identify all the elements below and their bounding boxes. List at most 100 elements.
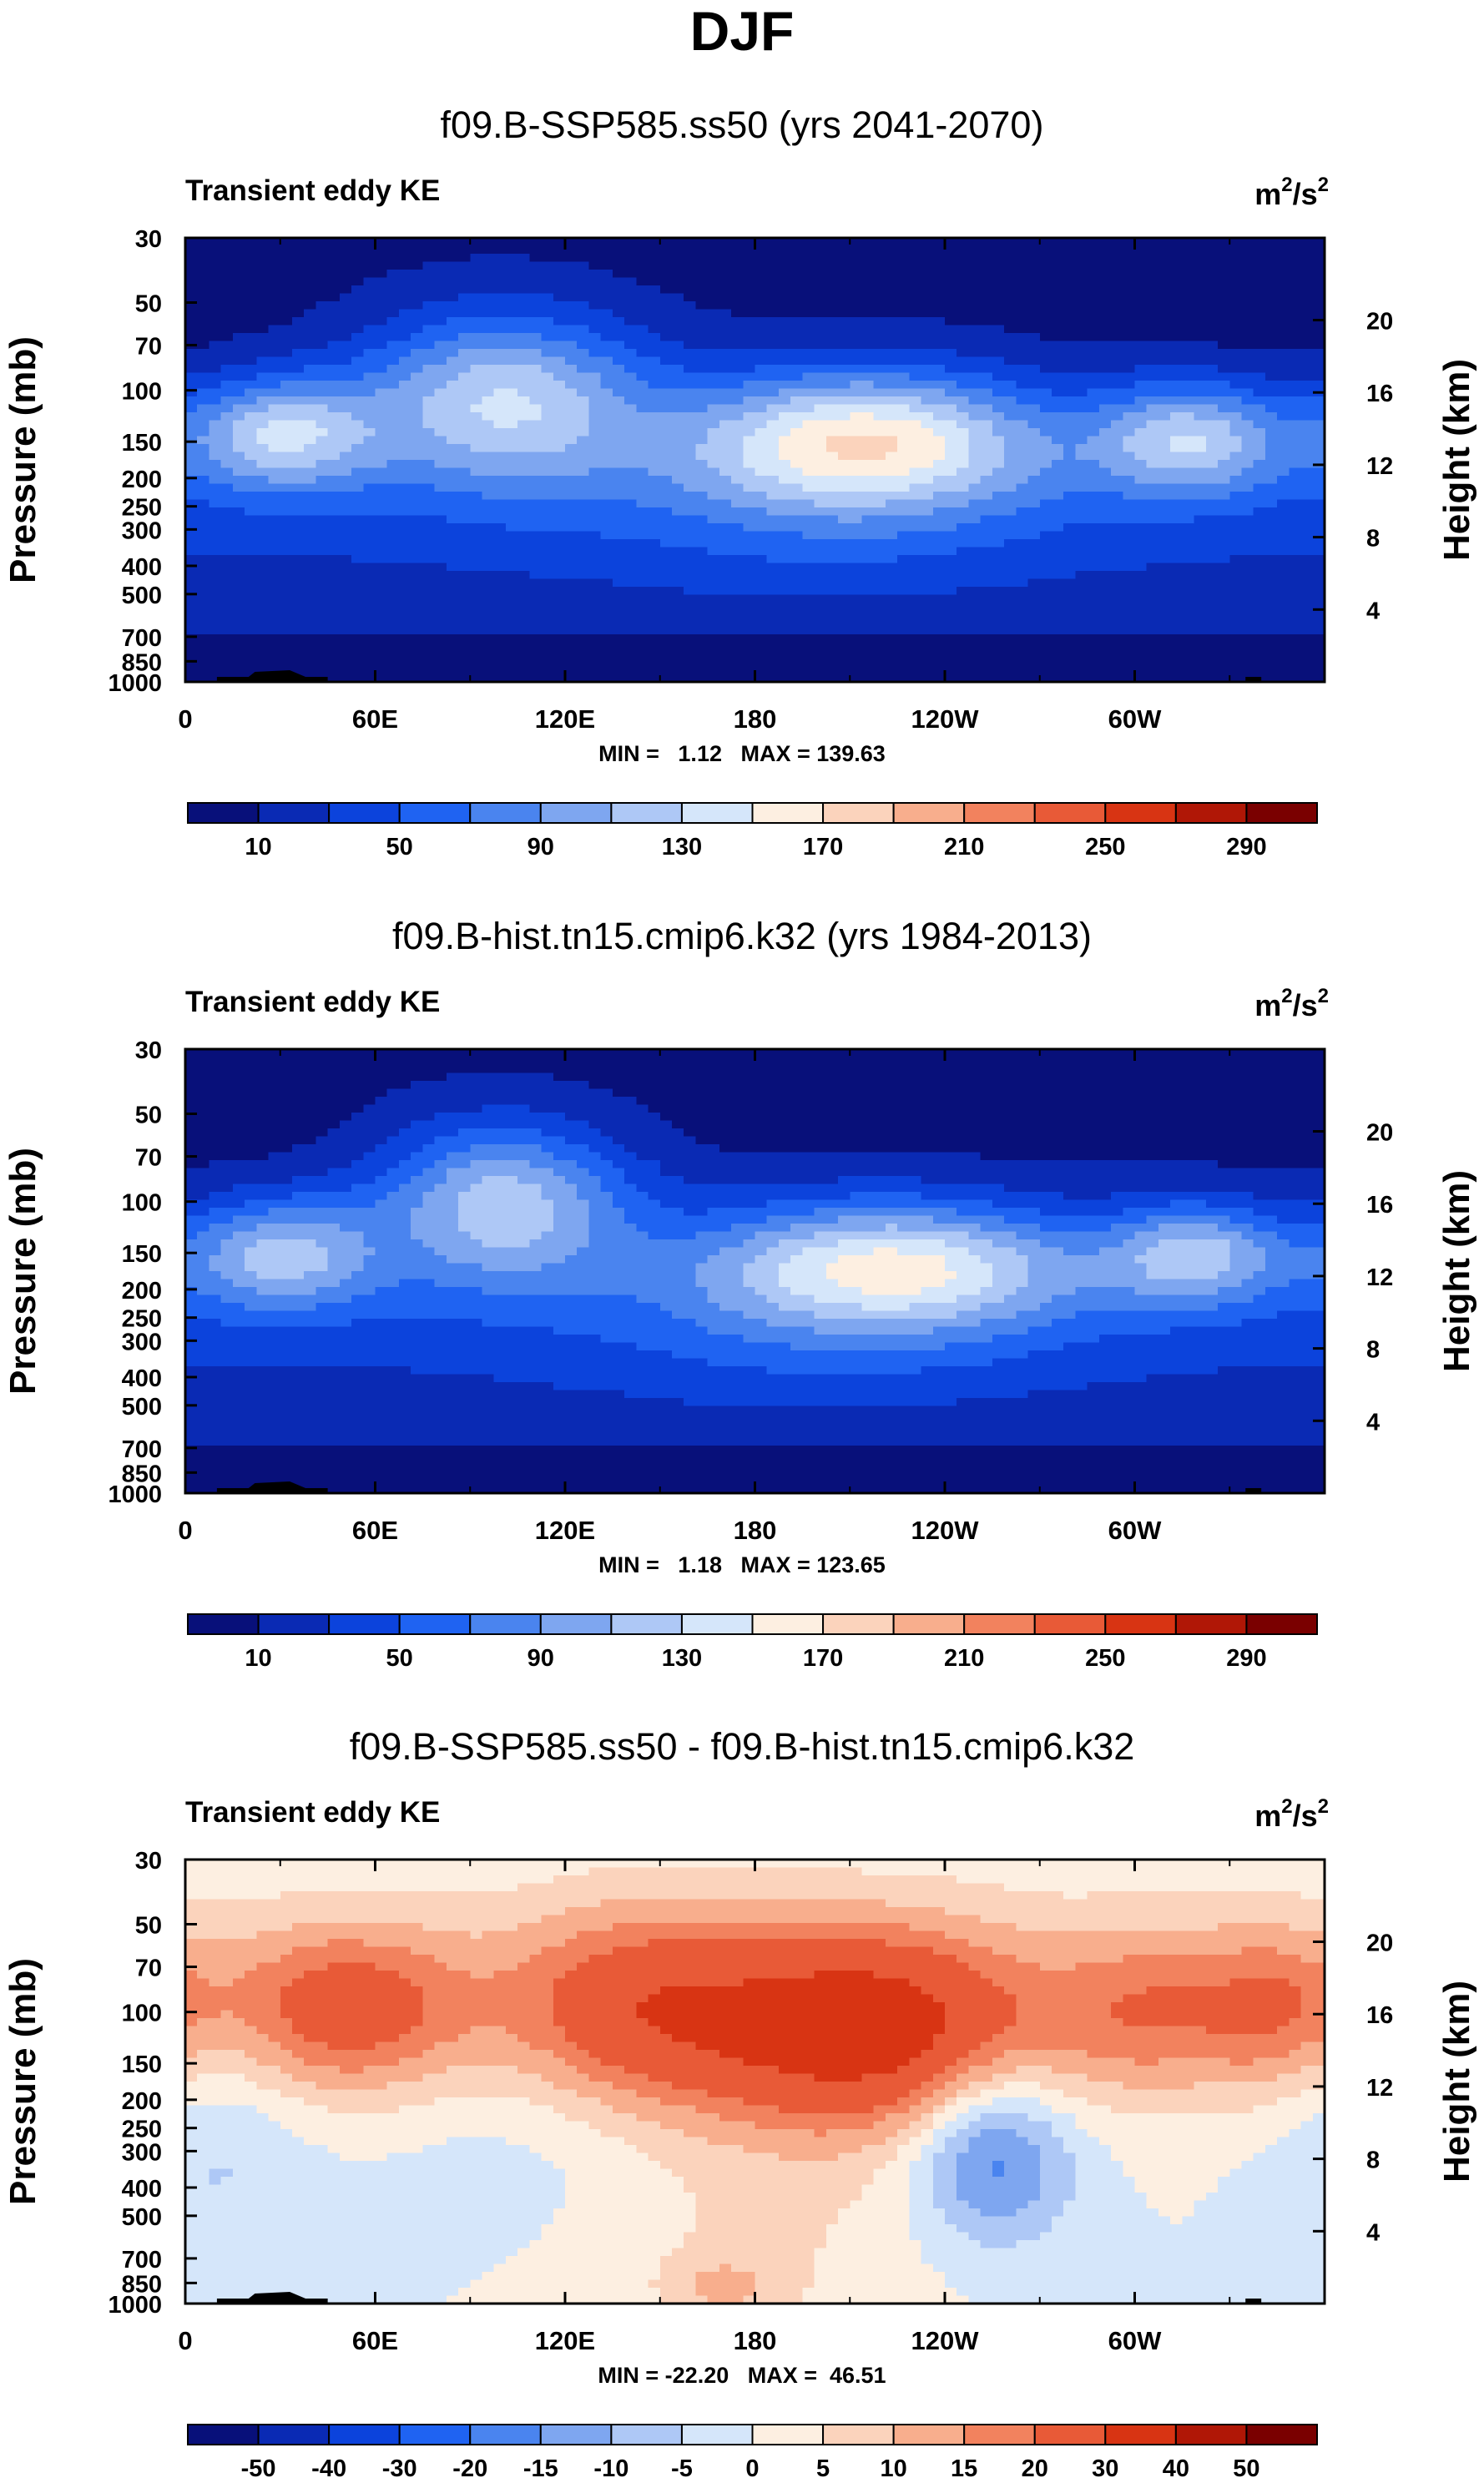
heatmap-cell (778, 492, 791, 501)
heatmap-cell (529, 261, 543, 270)
heatmap-cell (245, 277, 257, 286)
heatmap-cell (766, 325, 780, 334)
heatmap-cell (588, 270, 602, 279)
heatmap-cell (363, 372, 376, 381)
heatmap-cell (1004, 238, 1017, 247)
heatmap-cell (1170, 325, 1183, 334)
heatmap-cell (291, 587, 305, 596)
heatmap-cell (861, 412, 875, 421)
heatmap-cell (1004, 404, 1017, 413)
heatmap-cell (921, 476, 934, 485)
heatmap-cell (351, 333, 364, 342)
heatmap-cell (885, 356, 898, 366)
heatmap-cell (434, 555, 447, 564)
heatmap-cell (992, 587, 1005, 596)
heatmap-cell (232, 515, 245, 524)
heatmap-cell (600, 618, 613, 628)
heatmap-cell (197, 245, 210, 255)
heatmap-cell (185, 483, 198, 492)
heatmap-cell (731, 277, 744, 286)
heatmap-cell (861, 349, 875, 358)
heatmap-cell (731, 404, 744, 413)
heatmap-cell (541, 238, 554, 247)
heatmap-cell (470, 381, 483, 390)
heatmap-cell (304, 507, 317, 517)
heatmap-cell (802, 396, 815, 406)
heatmap-cell (197, 420, 210, 429)
heatmap-cell (470, 404, 483, 413)
heatmap-cell (1312, 436, 1325, 445)
heatmap-cell (280, 333, 293, 342)
heatmap-cell (980, 388, 993, 397)
heatmap-cell (327, 245, 341, 255)
heatmap-cell (1063, 420, 1077, 429)
heatmap-cell (315, 467, 329, 477)
heatmap-cell (968, 634, 982, 643)
heatmap-cell (245, 285, 257, 295)
heatmap-cell (648, 444, 661, 453)
heatmap-cell (1039, 626, 1052, 635)
heatmap-cell (921, 603, 934, 612)
heatmap-cell (1087, 301, 1100, 310)
heatmap-cell (921, 571, 934, 580)
heatmap-cell (505, 483, 518, 492)
heatmap-cell (1075, 412, 1088, 421)
heatmap-cell (957, 309, 970, 318)
heatmap-cell (268, 467, 281, 477)
heatmap-cell (932, 309, 946, 318)
heatmap-cell (375, 333, 388, 342)
heatmap-cell (232, 293, 245, 302)
heatmap-cell (398, 531, 411, 540)
heatmap-cell (446, 404, 459, 413)
heatmap-cell (482, 365, 495, 374)
heatmap-cell (588, 555, 602, 564)
heatmap-cell (1027, 301, 1041, 310)
heatmap-cell (897, 571, 910, 580)
heatmap-cell (304, 571, 317, 580)
heatmap-cell (719, 539, 732, 548)
heatmap-cell (422, 444, 436, 453)
heatmap-cell (529, 341, 543, 350)
heatmap-cell (684, 285, 697, 295)
heatmap-cell (957, 492, 970, 501)
heatmap-cell (1300, 412, 1314, 421)
heatmap-cell (790, 626, 803, 635)
heatmap-cell (1098, 499, 1112, 508)
heatmap-cell (327, 444, 341, 453)
heatmap-cell (1218, 349, 1230, 358)
heatmap-cell (1004, 476, 1017, 485)
heatmap-cell (256, 507, 270, 517)
heatmap-cell (980, 404, 993, 413)
heatmap-cell (755, 476, 768, 485)
heatmap-cell (802, 254, 815, 263)
heatmap-cell (446, 396, 459, 406)
heatmap-cell (256, 578, 270, 588)
heatmap-cell (197, 571, 210, 580)
heatmap-cell (766, 365, 780, 374)
heatmap-cell (232, 539, 245, 548)
heatmap-cell (185, 333, 198, 342)
heatmap-cell (553, 444, 566, 453)
heatmap-cell (1312, 523, 1325, 532)
heatmap-cell (185, 507, 198, 517)
heatmap-cell (1016, 634, 1029, 643)
heatmap-cell (897, 309, 910, 318)
heatmap-cell (386, 341, 400, 350)
heatmap-cell (636, 555, 649, 564)
heatmap-cell (1087, 523, 1100, 532)
heatmap-cell (1075, 467, 1088, 477)
heatmap-cell (755, 238, 768, 247)
heatmap-cell (1075, 254, 1088, 263)
heatmap-cell (624, 571, 637, 580)
heatmap-cell (1170, 634, 1183, 643)
heatmap-cell (565, 301, 578, 310)
heatmap-cell (1158, 444, 1171, 453)
heatmap-cell (838, 285, 851, 295)
heatmap-cell (1253, 293, 1266, 302)
heatmap-cell (802, 261, 815, 270)
heatmap-cell (873, 499, 886, 508)
heatmap-cell (1063, 356, 1077, 366)
heatmap-cell (363, 381, 376, 390)
heatmap-cell (1289, 349, 1302, 358)
heatmap-cell (434, 626, 447, 635)
